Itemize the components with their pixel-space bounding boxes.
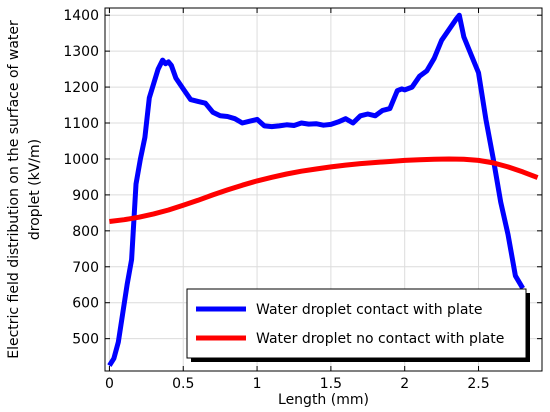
y-tick-label: 1000	[63, 152, 99, 168]
y-tick-label: 1400	[63, 8, 99, 24]
y-tick-label: 600	[72, 296, 99, 312]
series-no-contact-line	[109, 156, 539, 224]
y-axis-label-line-2: droplet (kV/m)	[27, 139, 43, 240]
legend-label-no-contact: Water droplet no contact with plate	[256, 331, 504, 347]
x-tick-label: 2	[400, 376, 409, 392]
y-tick-label: 900	[72, 188, 99, 204]
x-tick-label: 0.5	[172, 376, 194, 392]
y-tick-label: 500	[72, 332, 99, 348]
legend-box	[186, 288, 527, 359]
x-tick-label: 0	[105, 376, 114, 392]
legend: Water droplet contact with plate Water d…	[186, 288, 530, 362]
x-tick-label: 2.5	[467, 376, 489, 392]
x-tick-label: 1	[253, 376, 262, 392]
plot-frame	[104, 7, 543, 372]
x-axis-label: Length (mm)	[278, 392, 369, 408]
y-tick-label: 800	[72, 224, 99, 240]
y-tick-label: 700	[72, 260, 99, 276]
series-layer	[107, 12, 539, 367]
x-tick-label: 1.5	[320, 376, 342, 392]
series-contact-line	[107, 12, 525, 367]
axis-ticks: 0 0.5 1 1.5 2 2.5 500 600 700 800 900 1000 1100 1200 1…	[63, 8, 542, 392]
y-tick-label: 1100	[63, 116, 99, 132]
y-tick-label: 1300	[63, 44, 99, 60]
y-tick-label: 1200	[63, 80, 99, 96]
legend-label-contact: Water droplet contact with plate	[256, 302, 483, 318]
y-axis-label-line-1: Electric field distribution on the surfa…	[6, 20, 22, 359]
